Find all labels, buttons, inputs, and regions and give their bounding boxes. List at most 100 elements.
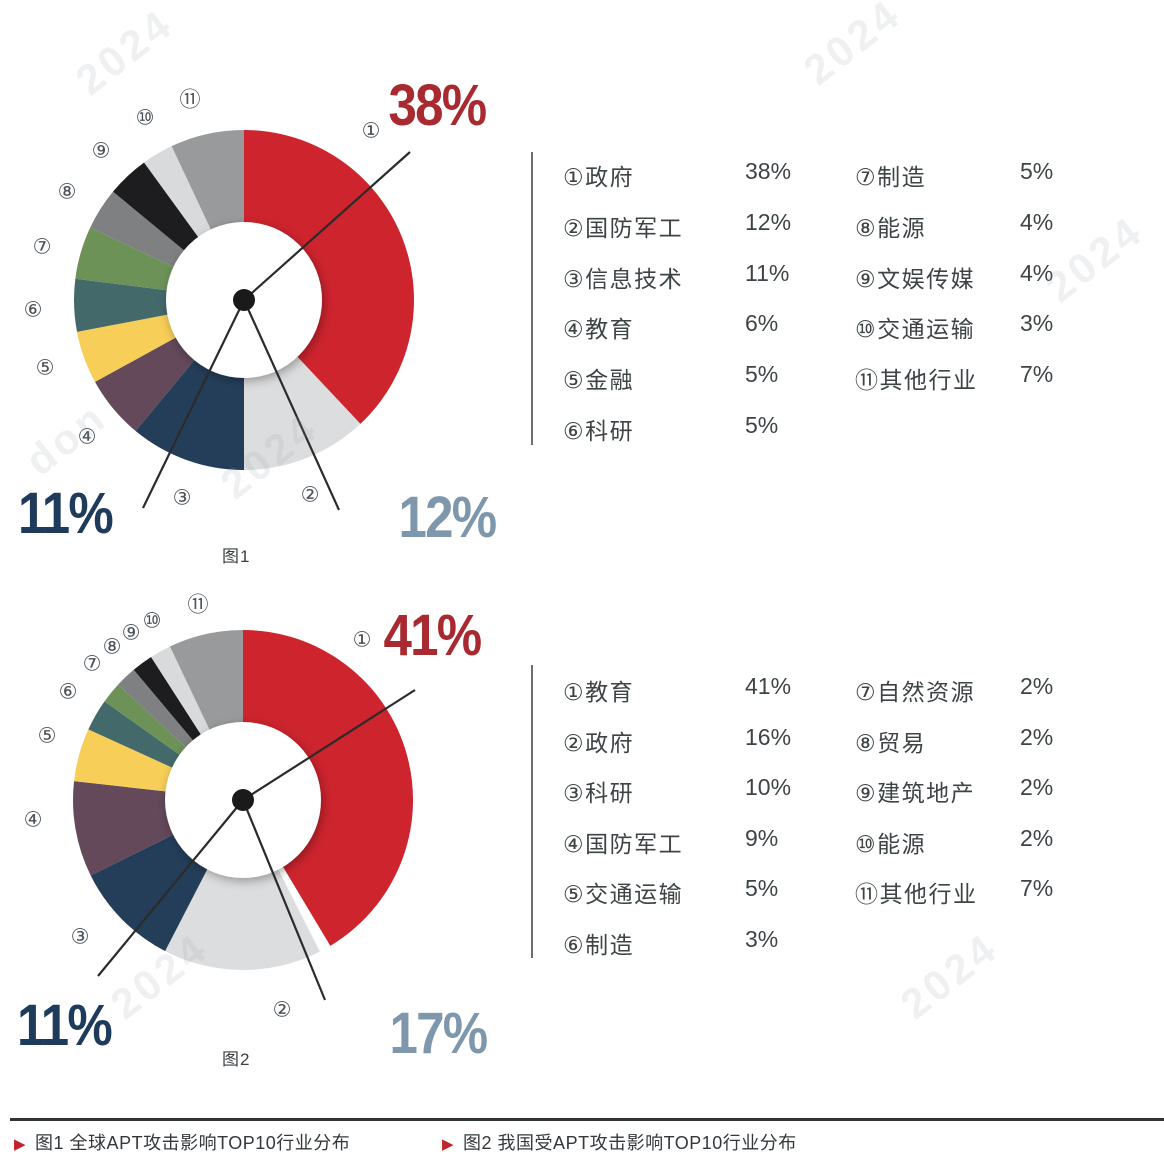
legend-item-label: ②政府 <box>563 729 635 756</box>
legend-item: ⑥制造 3% <box>563 926 778 958</box>
slice-number-marker: ⑧ <box>102 634 122 659</box>
slice-number-marker: ③ <box>70 924 90 949</box>
legend-item: ③信息技术 11% <box>563 260 789 292</box>
pie-slice-4 <box>73 781 181 876</box>
footer-divider-line <box>10 1118 1164 1121</box>
pie-slice-6 <box>88 701 186 771</box>
legend-item: ④国防军工 9% <box>563 825 778 857</box>
legend-item-label: ⑩交通运输 <box>855 316 976 343</box>
center-dot <box>233 289 255 311</box>
slice-number-marker: ⑨ <box>91 138 111 163</box>
slice-number-marker: ⑩ <box>142 608 162 633</box>
legend-item: ⑨建筑地产 2% <box>855 774 1053 806</box>
center-dot <box>232 789 254 811</box>
slice-number-marker: ⑥ <box>23 297 43 322</box>
legend-item-value: 4% <box>1020 259 1054 286</box>
legend-item-value: 5% <box>745 875 779 902</box>
legend-item-label: ⑪其他行业 <box>855 367 978 394</box>
legend-item-value: 2% <box>1020 673 1054 699</box>
legend-item-label: ⑩能源 <box>855 830 927 857</box>
legend-item: ⑧能源 4% <box>855 209 1053 241</box>
legend-item: ⑤金融 5% <box>563 361 778 394</box>
leader-line-2 <box>241 799 327 1001</box>
legend-item-label: ⑤金融 <box>563 367 635 394</box>
pie-slice-4 <box>95 333 200 431</box>
legend-item: ⑨文娱传媒 4% <box>855 260 1053 292</box>
figure2-legend-divider <box>531 665 533 958</box>
pie-slice-8 <box>90 191 191 271</box>
pie-slice-2 <box>244 351 361 470</box>
pie-slice-8 <box>118 669 198 753</box>
slice-number-marker: ④ <box>23 807 43 832</box>
callout-percentage: 12% <box>398 485 498 550</box>
red-triangle-icon: ▶ <box>14 1136 27 1153</box>
slice-number-marker: ⑤ <box>37 723 57 748</box>
legend-item-value: 2% <box>1020 774 1054 801</box>
legend-item-label: ④国防军工 <box>563 830 684 857</box>
pie-slice-3 <box>90 831 211 952</box>
legend-item: ②国防军工 12% <box>563 209 791 241</box>
footer-caption-text: 图2 我国受APT攻击影响TOP10行业分布 <box>463 1133 797 1153</box>
slice-number-marker: ⑧ <box>57 179 77 204</box>
legend-item-value: 7% <box>1020 875 1054 902</box>
pie-slice-10 <box>151 646 213 742</box>
slice-number-marker: ⑥ <box>58 679 78 704</box>
callout-percentage: 11% <box>17 481 114 546</box>
leader-line-3 <box>97 799 244 977</box>
slice-number-marker: ⑦ <box>32 234 52 259</box>
figure2-caption: 图2 <box>222 1050 251 1069</box>
pie-slice-5 <box>74 729 180 793</box>
callout-percentage: 41% <box>383 603 483 668</box>
legend-item-value: 6% <box>745 310 779 337</box>
legend-item-value: 5% <box>745 361 779 388</box>
legend-item-value: 2% <box>1020 824 1054 851</box>
pie-slice-9 <box>133 656 206 747</box>
pie-slice-9 <box>113 162 203 256</box>
legend-item-value: 3% <box>1020 310 1054 337</box>
legend-item-label: ⑥科研 <box>563 418 635 444</box>
slice-number-marker: ② <box>300 482 320 507</box>
legend-item: ⑩交通运输 3% <box>855 310 1053 343</box>
pie-slice-11 <box>169 630 243 737</box>
pie-slice-1 <box>244 130 414 424</box>
watermark-text: 2024 <box>1036 206 1152 311</box>
callout-percentage: 38% <box>388 73 488 138</box>
legend-item: ③科研 10% <box>563 774 791 806</box>
legend-item-value: 16% <box>745 723 792 750</box>
legend-item-value: 4% <box>1020 208 1054 235</box>
slice-number-marker: ① <box>352 627 372 652</box>
legend-item-label: ⑧贸易 <box>855 729 927 756</box>
figure1-caption: 图1 <box>222 547 251 566</box>
legend-item-value: 38% <box>745 158 792 184</box>
slice-number-marker: ⑪ <box>179 87 201 112</box>
legend-item-label: ⑤交通运输 <box>563 881 684 908</box>
legend-item-value: 10% <box>745 774 792 801</box>
legend-item: ⑧贸易 2% <box>855 724 1053 756</box>
legend-item-label: ①政府 <box>563 164 635 190</box>
slice-number-marker: ③ <box>172 485 192 510</box>
watermark-text: 2024 <box>891 923 1007 1028</box>
legend-item-value: 5% <box>1020 158 1054 184</box>
legend-item-label: ②国防军工 <box>563 214 684 241</box>
red-triangle-icon: ▶ <box>442 1136 455 1153</box>
slice-number-marker: ⑪ <box>187 592 209 617</box>
footer-caption-text: 图1 全球APT攻击影响TOP10行业分布 <box>35 1133 351 1153</box>
legend-item: ④教育 6% <box>563 310 778 343</box>
legend-item-label: ⑨文娱传媒 <box>855 265 976 292</box>
legend-item-label: ⑦自然资源 <box>855 679 976 705</box>
legend-item-label: ④教育 <box>563 316 635 343</box>
legend-item: ⑪其他行业 7% <box>855 361 1053 394</box>
legend-item-label: ⑦制造 <box>855 164 927 190</box>
legend-item-value: 9% <box>745 824 779 851</box>
legend-item: ⑥科研 5% <box>563 412 778 444</box>
leader-line-2 <box>242 299 341 511</box>
legend-item-label: ⑥制造 <box>563 932 635 958</box>
slice-number-marker: ⑩ <box>135 105 155 130</box>
pie-slice-10 <box>144 146 215 244</box>
legend-item: ⑦制造 5% <box>855 158 1053 190</box>
legend-item-value: 3% <box>745 926 779 952</box>
legend-item: ①教育 41% <box>563 673 791 705</box>
leader-line-3 <box>142 299 245 509</box>
leader-line-1 <box>243 151 411 301</box>
